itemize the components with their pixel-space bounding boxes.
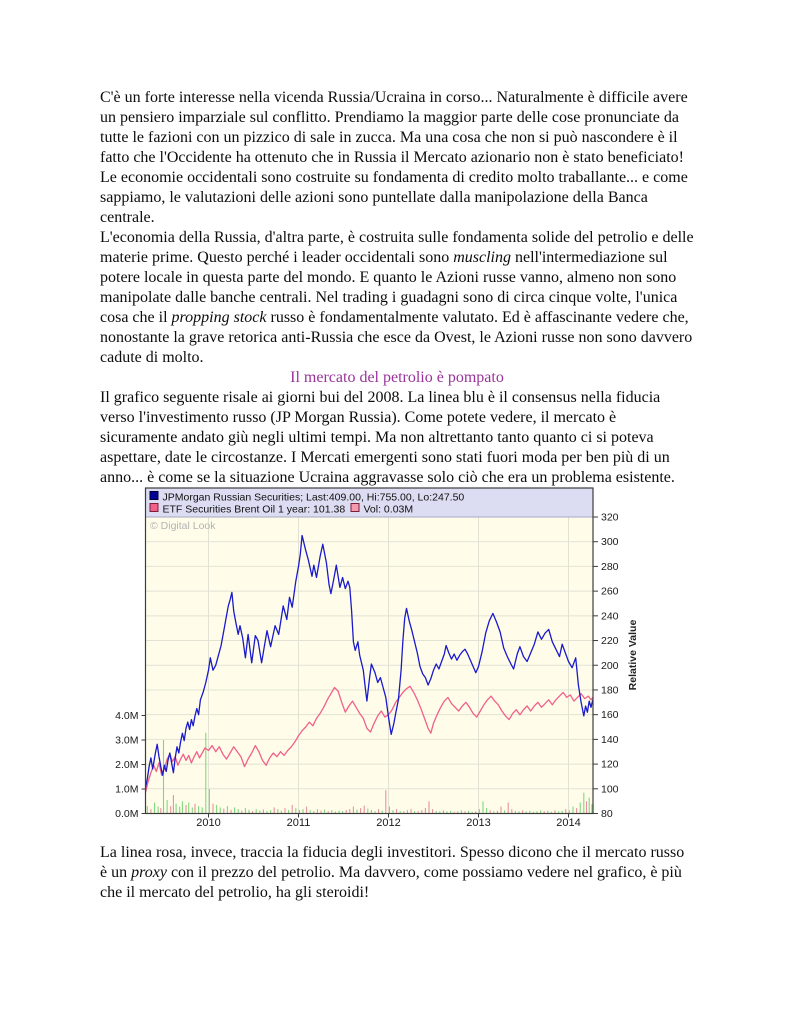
- market-comparison-chart: 80 100 120 140 160 180 200 220 240 260 280 300 320 Re…: [113, 486, 673, 832]
- chart-legend: JPMorgan Russian Securities; Last:409.00…: [149, 491, 465, 516]
- legend-band: [145, 488, 593, 517]
- paragraph-russia-economy: L'economia della Russia, d'altra parte, …: [100, 229, 694, 366]
- brent-oil-line: [144, 685, 594, 793]
- closing-text-block: La linea rosa, invece, traccia la fiduci…: [100, 843, 694, 903]
- svg-text:140: 140: [601, 734, 619, 746]
- svg-text:260: 260: [601, 586, 619, 598]
- chart-intro-block: Il grafico seguente risale ai giorni bui…: [100, 388, 694, 488]
- svg-text:240: 240: [601, 610, 619, 622]
- svg-text:120: 120: [601, 759, 619, 771]
- body-text-block: C'è un forte interesse nella vicenda Rus…: [100, 88, 694, 368]
- svg-text:180: 180: [601, 685, 619, 697]
- svg-text:2010: 2010: [196, 817, 220, 829]
- svg-text:200: 200: [601, 660, 619, 672]
- legend-volume-label: Vol: 0.03M: [364, 504, 414, 516]
- svg-text:320: 320: [601, 512, 619, 524]
- svg-text:0.0M: 0.0M: [115, 808, 138, 820]
- grid-lines: [145, 517, 593, 814]
- section-heading: Il mercato del petrolio è pompato: [290, 369, 504, 386]
- svg-text:100: 100: [601, 783, 619, 795]
- svg-text:280: 280: [601, 561, 619, 573]
- svg-text:80: 80: [601, 808, 613, 820]
- svg-text:3.0M: 3.0M: [115, 735, 138, 747]
- svg-text:2.0M: 2.0M: [115, 759, 138, 771]
- right-axis-title: Relative Value: [627, 620, 639, 691]
- x-axis: 2010 2011 2012 2013 2014: [196, 813, 581, 829]
- plot-border: [144, 487, 594, 815]
- right-axis: 80 100 120 140 160 180 200 220 240 260 280 300 320: [593, 512, 619, 820]
- chart-svg: 80 100 120 140 160 180 200 220 240 260 280 300 320 Re…: [115, 487, 639, 829]
- jpmorgan-russia-line: [144, 534, 594, 788]
- svg-text:220: 220: [601, 635, 619, 647]
- paragraph-chart-intro: Il grafico seguente risale ai giorni bui…: [100, 389, 675, 486]
- paragraph-conclusion: La linea rosa, invece, traccia la fiduci…: [100, 844, 685, 901]
- svg-text:160: 160: [601, 709, 619, 721]
- paragraph-intro: C'è un forte interesse nella vicenda Rus…: [100, 89, 688, 226]
- legend-brent-label: ETF Securities Brent Oil 1 year: 101.38: [163, 504, 346, 516]
- svg-text:2011: 2011: [287, 817, 311, 829]
- svg-text:2013: 2013: [466, 817, 490, 829]
- svg-text:4.0M: 4.0M: [115, 710, 138, 722]
- legend-jpmorgan-label: JPMorgan Russian Securities; Last:409.00…: [163, 492, 465, 504]
- svg-text:2014: 2014: [556, 817, 580, 829]
- watermark: © Digital Look: [150, 520, 216, 532]
- svg-text:300: 300: [601, 536, 619, 548]
- svg-text:2012: 2012: [376, 817, 400, 829]
- svg-text:1.0M: 1.0M: [115, 784, 138, 796]
- volume-axis: 0.0M 1.0M 2.0M 3.0M 4.0M: [115, 710, 146, 820]
